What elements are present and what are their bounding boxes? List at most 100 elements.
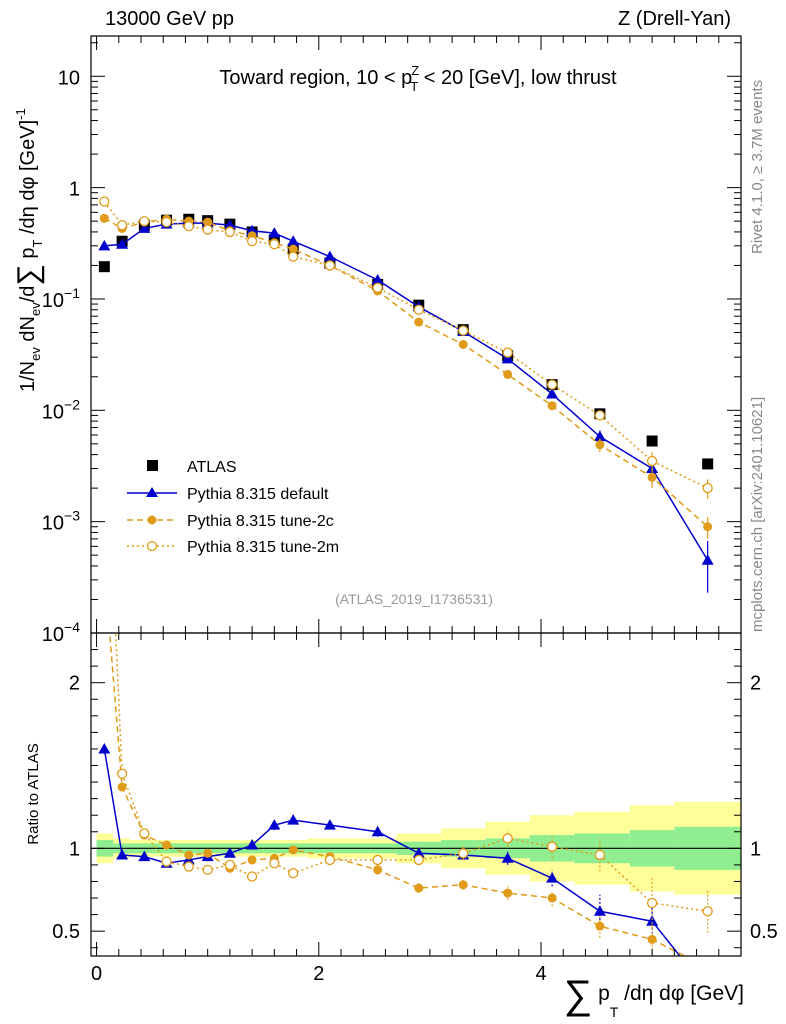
ratio-point-pythia-8-315-default [646,915,659,926]
main-line-pythia-8-315-tune-2c [103,217,709,528]
main-point-pythia-8-315-tune-2m [99,196,110,207]
main-point-pythia-8-315-default [268,227,281,238]
ratio-point-pythia-8-315-tune-2m [183,861,194,872]
ratio-y-tick-label: 2 [69,673,80,695]
legend-marker-tune-2m [146,540,158,552]
legend: ATLAS Pythia 8.315 default Pythia 8.315 … [127,459,339,556]
main-point-atlas [646,435,658,447]
legend-marker-tune-2c [147,515,157,525]
ratio-point-pythia-8-315-tune-2m [646,897,658,909]
main-line-pythia-8-315-default [104,222,709,561]
main-point-pythia-8-315-tune-2m [161,216,172,228]
ratio-point-pythia-8-315-tune-2m [372,854,383,866]
main-point-pythia-8-315-tune-2c [458,339,468,349]
ratio-point-pythia-8-315-tune-2m [413,854,424,866]
main-point-pythia-8-315-tune-2m [372,282,383,293]
main-panel: 10−4 10−3 10−2 10−1 1 10 Toward region, 10 < … [12,35,742,646]
ratio-point-pythia-8-315-default [287,814,300,825]
ratio-point-pythia-8-315-tune-2c [703,963,712,972]
ratio-point-pythia-8-315-default [593,905,606,916]
main-y-axis-label: 1/Nev dNev/d∑ pT /dη dφ [GeV]-1 [12,108,45,392]
main-point-pythia-8-315-default [371,274,384,285]
main-y-tick-label: 10−4 [42,619,80,646]
main-point-pythia-8-315-tune-2c [647,472,657,482]
ratio-point-pythia-8-315-default [501,852,514,863]
x-axis-label: ∑ pT /dη dφ [GeV] [564,973,744,1020]
ratio-point-pythia-8-315-tune-2c [414,883,424,893]
main-title: Toward region, 10 < pZ T < 20 [GeV], low … [219,63,617,94]
ratio-point-pythia-8-315-tune-2m [100,380,109,389]
main-point-pythia-8-315-tune-2m [224,226,236,238]
main-point-pythia-8-315-tune-2c [703,522,713,532]
side-label-mcplots: mcplots.cern.ch [arXiv:2401.10621] [749,397,766,632]
legend-label-atlas: ATLAS [187,459,237,476]
ratio-point-pythia-8-315-tune-2c [458,880,468,890]
ratio-point-pythia-8-315-default [98,742,111,754]
ratio-point-pythia-8-315-tune-2c [547,893,557,903]
ratio-point-pythia-8-315-tune-2m [502,833,513,844]
ratio-plot-area [91,380,741,972]
ratio-frame [90,632,742,957]
ratio-point-pythia-8-315-tune-2m [116,768,128,779]
main-point-pythia-8-315-default [287,235,300,246]
ratio-point-pythia-8-315-tune-2c [595,921,605,931]
ratio-point-pythia-8-315-tune-2m [161,856,172,867]
main-point-pythia-8-315-tune-2c [414,317,424,327]
ratio-point-pythia-8-315-tune-2m [458,848,469,859]
legend-marker-default [146,487,158,497]
ratio-point-pythia-8-315-tune-2c [184,850,194,860]
header-left: 13000 GeV pp [105,8,234,30]
main-point-pythia-8-315-tune-2m [702,482,713,494]
main-point-pythia-8-315-tune-2m [246,236,258,247]
ratio-point-pythia-8-315-tune-2m [202,864,213,876]
ratio-point-pythia-8-315-tune-2c [203,848,213,858]
main-point-pythia-8-315-tune-2m [646,455,658,467]
main-point-atlas [702,458,714,470]
main-point-pythia-8-315-tune-2m [502,347,513,358]
ratio-point-pythia-8-315-tune-2m [288,868,299,879]
main-y-tick-label: 10 [58,67,80,89]
main-point-pythia-8-315-tune-2m [116,220,128,231]
main-point-pythia-8-315-tune-2c [503,369,513,379]
ratio-point-pythia-8-315-tune-2c [647,934,657,944]
side-label-rivet: Rivet 4.1.0, ≥ 3.7M events [749,80,766,254]
legend-item-tune-2m: Pythia 8.315 tune-2m [127,539,339,556]
ratio-point-pythia-8-315-default [546,872,559,883]
main-point-pythia-8-315-tune-2c [547,401,557,411]
header-right: Z (Drell-Yan) [618,8,731,30]
main-point-pythia-8-315-tune-2c [203,217,213,227]
ratio-y-tick-label: 0.5 [52,921,80,943]
main-point-pythia-8-315-tune-2m [546,379,558,390]
main-point-pythia-8-315-tune-2m [139,215,150,227]
ratio-point-pythia-8-315-default [268,819,281,830]
ratio-point-pythia-8-315-tune-2c [247,855,257,865]
ratio-point-pythia-8-315-tune-2m [594,849,606,861]
main-point-pythia-8-315-tune-2m [269,239,280,250]
main-point-pythia-8-315-tune-2m [288,251,299,262]
main-point-pythia-8-315-tune-2m [458,325,469,336]
ratio-y-axis-label: Ratio to ATLAS [25,743,42,844]
main-line-pythia-8-315-tune-2m [103,201,708,489]
ratio-y-tick-label: 1 [69,838,80,860]
ratio-point-pythia-8-315-tune-2c [373,865,383,875]
main-point-pythia-8-315-default [501,352,514,364]
ratio-point-pythia-8-315-tune-2c [117,782,127,792]
ratio-point-pythia-8-315-tune-2m [702,906,713,917]
main-point-pythia-8-315-tune-2m [324,260,336,271]
main-point-pythia-8-315-default [98,239,111,251]
ratio-panel: 0.5 0.5 1 1 2 2 0 2 4 Ratio to ATLAS ∑ pT /dη dφ… [25,380,778,1020]
ratio-y-tick-label-right: 2 [750,673,761,695]
legend-label-tune-2m: Pythia 8.315 tune-2m [187,539,339,556]
ratio-point-pythia-8-315-default [246,839,259,850]
legend-label-default: Pythia 8.315 default [187,486,329,503]
x-tick-label: 2 [313,963,324,985]
legend-item-atlas: ATLAS [147,459,237,476]
x-tick-label: 0 [91,963,102,985]
legend-label-tune-2c: Pythia 8.315 tune-2c [187,513,334,530]
ratio-point-pythia-8-315-tune-2m [269,858,280,869]
legend-item-default: Pythia 8.315 default [127,486,329,503]
main-point-pythia-8-315-default [323,250,336,262]
ratio-point-pythia-8-315-tune-2c [288,845,298,855]
ratio-point-pythia-8-315-default [138,850,151,862]
